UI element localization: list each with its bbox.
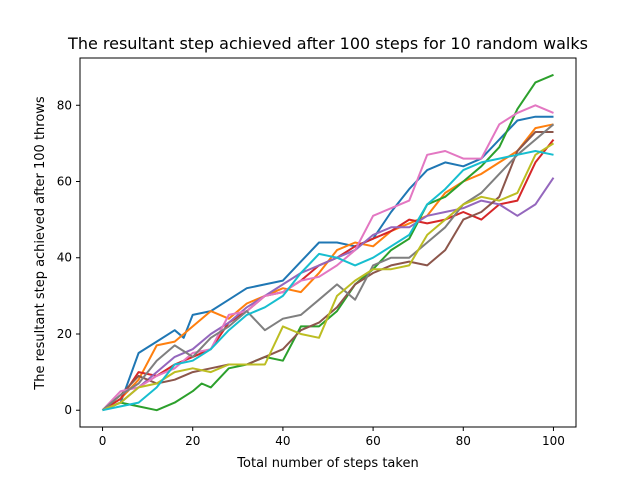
plot-lines	[101, 73, 555, 412]
y-tick-label: 20	[57, 327, 72, 341]
chart-title: The resultant step achieved after 100 st…	[67, 34, 588, 53]
series-line-3	[102, 73, 554, 412]
series-line-9	[102, 142, 555, 412]
y-tick-label: 80	[57, 98, 72, 112]
x-tick-label: 100	[542, 434, 565, 448]
series-line-7	[101, 104, 554, 411]
series-line-10	[102, 150, 554, 412]
y-tick-label: 60	[57, 175, 72, 189]
x-tick-label: 60	[365, 434, 380, 448]
y-ticks: 0 20 40 60 80	[57, 98, 80, 417]
axes-frame	[79, 57, 577, 428]
x-tick-label: 20	[185, 434, 200, 448]
series-line-8	[101, 123, 555, 411]
series-line-1	[102, 115, 554, 412]
y-axis-label: The resultant step achieved after 100 th…	[33, 96, 48, 391]
y-tick-label: 0	[64, 403, 72, 417]
y-tick-label: 40	[57, 251, 72, 265]
series-line-5	[102, 177, 555, 412]
x-tick-label: 80	[456, 434, 471, 448]
x-ticks: 0 20 40 60 80 100	[99, 427, 565, 448]
x-tick-label: 0	[99, 434, 107, 448]
x-tick-label: 40	[275, 434, 290, 448]
x-axis-label: Total number of steps taken	[236, 456, 418, 471]
